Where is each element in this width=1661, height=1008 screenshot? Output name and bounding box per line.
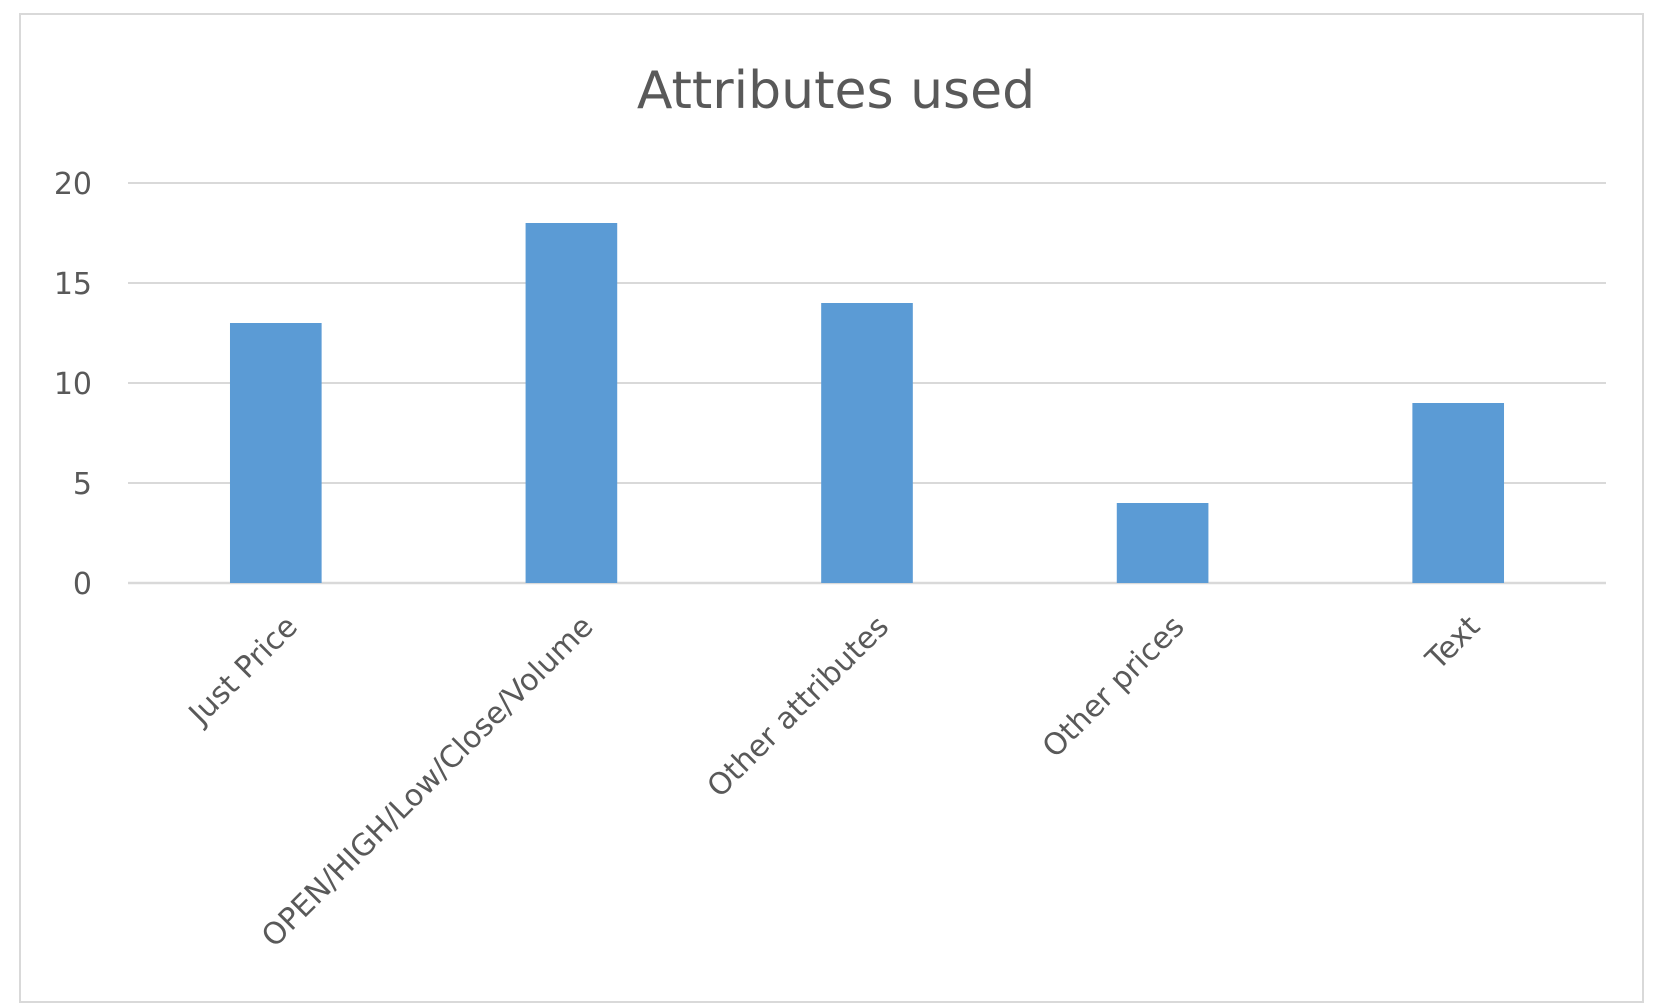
bar [525,223,618,583]
y-tick-label: 20 [54,167,92,202]
y-tick-label: 0 [73,567,92,602]
x-category-label: Other attributes [701,609,896,804]
bars [229,223,1505,583]
x-category-label: Just Price [181,609,305,733]
y-tick-label: 5 [73,467,92,502]
bar [1412,403,1505,583]
y-tick-label: 15 [54,267,92,302]
chart-title: Attributes used [637,61,1035,121]
y-axis-ticks: 0 5 10 15 20 [54,167,92,602]
bar [1116,503,1209,583]
x-category-label: Text [1419,609,1488,678]
bar [229,323,322,583]
bar [821,303,913,583]
x-category-label: Other prices [1036,609,1192,765]
x-category-label: OPEN/HIGH/Low/Close/Volume [255,609,600,954]
y-tick-label: 10 [54,367,92,402]
